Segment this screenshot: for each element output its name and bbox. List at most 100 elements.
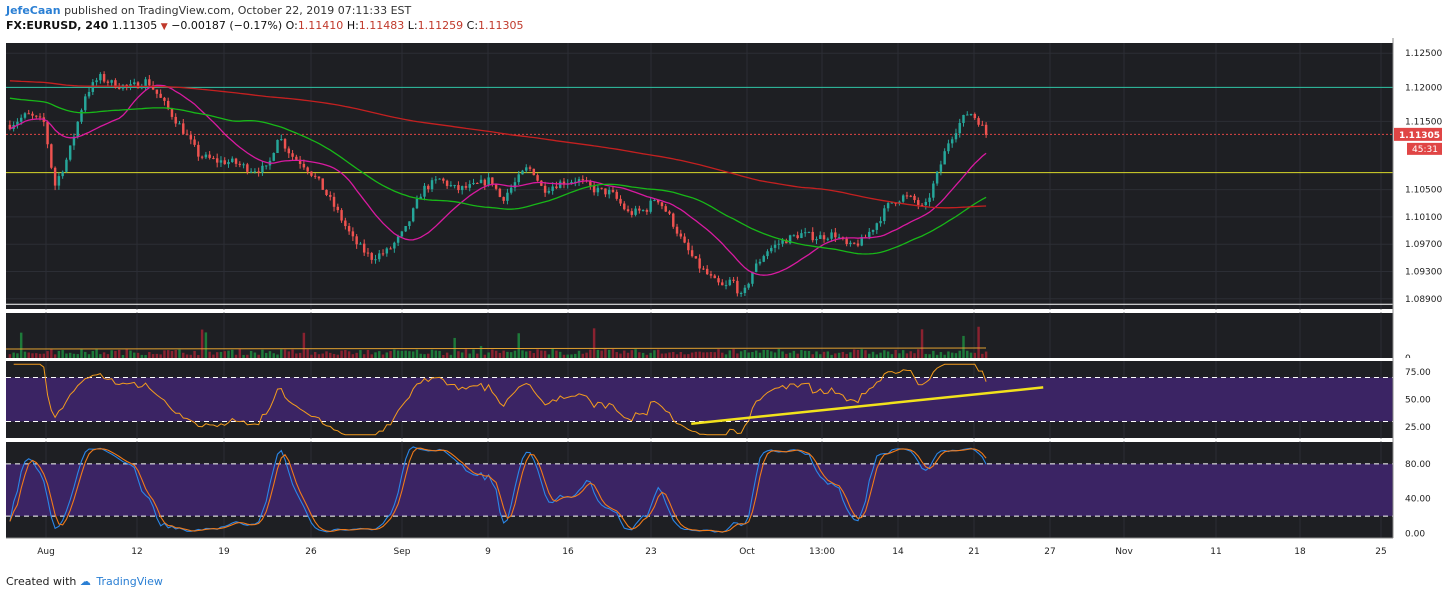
high-label: H: bbox=[346, 19, 359, 32]
candle-body bbox=[182, 123, 185, 134]
volume-bar bbox=[626, 352, 630, 358]
candle-body bbox=[35, 115, 38, 117]
volume-bar bbox=[234, 354, 238, 358]
candle-body bbox=[291, 153, 294, 157]
volume-bar bbox=[694, 351, 698, 358]
candle-body bbox=[690, 250, 694, 257]
volume-bar bbox=[374, 352, 377, 358]
candle-body bbox=[114, 80, 117, 88]
open-label: O: bbox=[285, 19, 298, 32]
volume-bar bbox=[163, 350, 166, 358]
candle-body bbox=[476, 182, 479, 184]
candle-body bbox=[626, 209, 630, 212]
volume-bar bbox=[359, 350, 362, 358]
volume-bar bbox=[852, 349, 856, 358]
volume-bar bbox=[332, 353, 336, 358]
volume-bar bbox=[766, 349, 769, 358]
price-tick-label: 1.09700 bbox=[1405, 240, 1442, 250]
candle-body bbox=[939, 164, 943, 172]
volume-bar bbox=[310, 354, 313, 358]
volume-bar bbox=[924, 353, 928, 358]
volume-bar bbox=[166, 350, 170, 358]
volume-bar bbox=[947, 351, 950, 358]
volume-bar bbox=[423, 354, 426, 358]
candle-body bbox=[807, 231, 811, 233]
candle-body bbox=[415, 198, 419, 209]
candle-body bbox=[732, 279, 735, 281]
volume-bar bbox=[562, 354, 566, 358]
candle-body bbox=[562, 181, 566, 185]
candle-body bbox=[852, 242, 856, 244]
candle-body bbox=[743, 287, 747, 294]
candle-body bbox=[634, 208, 637, 215]
candle-body bbox=[215, 158, 219, 163]
volume-bar bbox=[438, 350, 441, 358]
chart-canvas[interactable]: Aug 12 19 26 Sep 9 16 23 Oct 13:00 14 21 27 Nov 11 18 25… bbox=[0, 38, 1450, 570]
candle-body bbox=[351, 231, 355, 237]
volume-bar bbox=[76, 354, 79, 358]
volume-bar bbox=[351, 354, 355, 358]
candle-body bbox=[106, 81, 110, 83]
volume-bar bbox=[8, 354, 12, 358]
volume-bar bbox=[834, 353, 837, 358]
candle-body bbox=[664, 206, 667, 212]
last-price: 1.11305 bbox=[111, 19, 158, 32]
candle-body bbox=[340, 210, 343, 221]
author-name[interactable]: JefeCaan bbox=[6, 4, 61, 17]
current-price-label: 1.11305 bbox=[1399, 131, 1440, 141]
volume-bar bbox=[306, 349, 309, 358]
volume-bar bbox=[325, 351, 328, 358]
candle-body bbox=[943, 151, 946, 165]
candle-body bbox=[189, 135, 193, 140]
candle-body bbox=[76, 121, 79, 137]
stoch-line bbox=[9, 447, 987, 533]
volume-bar bbox=[182, 352, 185, 358]
volume-bar bbox=[607, 349, 611, 358]
volume-bar bbox=[483, 354, 487, 358]
tradingview-brand[interactable]: TradingView bbox=[96, 575, 163, 588]
volume-bar bbox=[42, 353, 46, 358]
candle-body bbox=[91, 82, 95, 92]
candle-body bbox=[344, 220, 347, 227]
x-tick-label: 13:00 bbox=[809, 547, 835, 557]
volume-bar bbox=[140, 354, 144, 358]
volume-bar bbox=[973, 352, 977, 358]
volume-bar bbox=[189, 354, 193, 358]
candle-body bbox=[966, 114, 969, 116]
volume-bar bbox=[329, 352, 332, 358]
candle-body bbox=[694, 256, 698, 259]
volume-bar bbox=[287, 351, 291, 358]
volume-bar bbox=[170, 350, 174, 358]
candle-body bbox=[110, 80, 113, 83]
candle-body bbox=[246, 164, 249, 172]
volume-bar bbox=[215, 352, 219, 358]
candle-body bbox=[95, 80, 98, 83]
volume-bar bbox=[913, 353, 916, 358]
volume-bar bbox=[114, 350, 117, 358]
volume-bar bbox=[966, 350, 969, 358]
countdown-badge bbox=[1407, 142, 1442, 155]
stoch-line bbox=[9, 446, 987, 533]
moving-average-line bbox=[9, 97, 987, 255]
candle-body bbox=[803, 232, 807, 234]
candle-body bbox=[170, 108, 174, 117]
volume-bar bbox=[57, 350, 61, 358]
volume-bar bbox=[935, 354, 939, 358]
volume-bar bbox=[721, 352, 724, 358]
candle-body bbox=[819, 235, 822, 239]
candle-body bbox=[31, 113, 34, 116]
volume-bar bbox=[219, 351, 223, 358]
down-triangle-icon: ▼ bbox=[160, 22, 168, 32]
candle-body bbox=[954, 133, 958, 140]
volume-bar bbox=[208, 351, 211, 358]
volume-bar bbox=[302, 332, 306, 358]
volume-bar bbox=[148, 352, 151, 358]
candle-body bbox=[962, 114, 965, 123]
candle-body bbox=[917, 200, 920, 205]
candle-body bbox=[174, 116, 177, 124]
volume-bar bbox=[366, 349, 370, 358]
rsi-tick-label: 25.00 bbox=[1405, 423, 1431, 433]
volume-bar bbox=[592, 328, 596, 358]
volume-bar bbox=[577, 350, 581, 358]
candle-body bbox=[494, 184, 498, 189]
